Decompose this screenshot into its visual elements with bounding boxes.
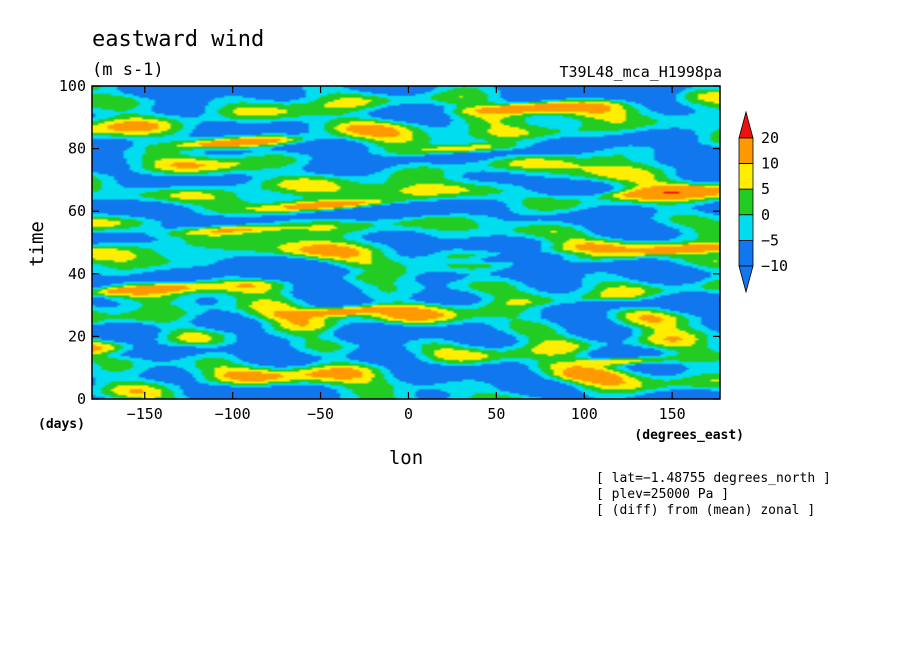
heatmap-area [92,86,720,399]
chart-units: (m s-1) [92,60,164,80]
colorbar-segment [738,214,754,241]
colorbar-label: 0 [761,206,770,224]
x-tick-label: 100 [571,405,598,423]
x-tick-label: 0 [404,405,413,423]
y-tick-label: 20 [68,327,86,345]
y-tick-label: 0 [77,390,86,408]
colorbar-label: −10 [761,257,788,275]
y-axis-label: time [26,221,48,267]
colorbar-label: 10 [761,155,779,173]
x-tick-label: −100 [215,405,251,423]
colorbar-segment [738,188,754,216]
y-tick-label: 40 [68,265,86,283]
x-units: (degrees_east) [634,428,744,443]
y-tick-label: 100 [59,77,86,95]
y-tick-label: 80 [68,140,86,158]
y-tick-label: 60 [68,202,86,220]
annotation-plev: [ plev=25000 Pa ] [596,487,729,502]
colorbar-segment [738,137,754,165]
x-tick-label: −50 [307,405,334,423]
plot-frame [91,85,721,400]
colorbar: 20 10 5 0 −5 −10 [738,110,788,294]
colorbar-segment [738,239,754,267]
colorbar-arrow-high [738,110,754,139]
colorbar-label: 5 [761,180,770,198]
x-axis-label: lon [389,447,423,469]
colorbar-arrow-low [738,265,754,294]
heatmap-field [92,86,720,399]
x-tick-label: −150 [127,405,163,423]
colorbar-label: 20 [761,129,779,147]
y-units: (days) [38,417,85,432]
x-tick-label: 50 [487,405,505,423]
run-label: T39L48_mca_H1998pa [559,63,722,81]
x-axis: −150 −100 −50 0 50 100 150 [127,86,686,423]
annotation-diff: [ (diff) from (mean) zonal ] [596,503,815,518]
x-tick-label: 150 [659,405,686,423]
y-axis: 0 20 40 60 80 100 [59,77,720,408]
colorbar-label: −5 [761,231,779,249]
chart-title: eastward wind [92,27,264,52]
colorbar-segment [738,163,754,190]
annotation-lat: [ lat=−1.48755 degrees_north ] [596,471,831,486]
